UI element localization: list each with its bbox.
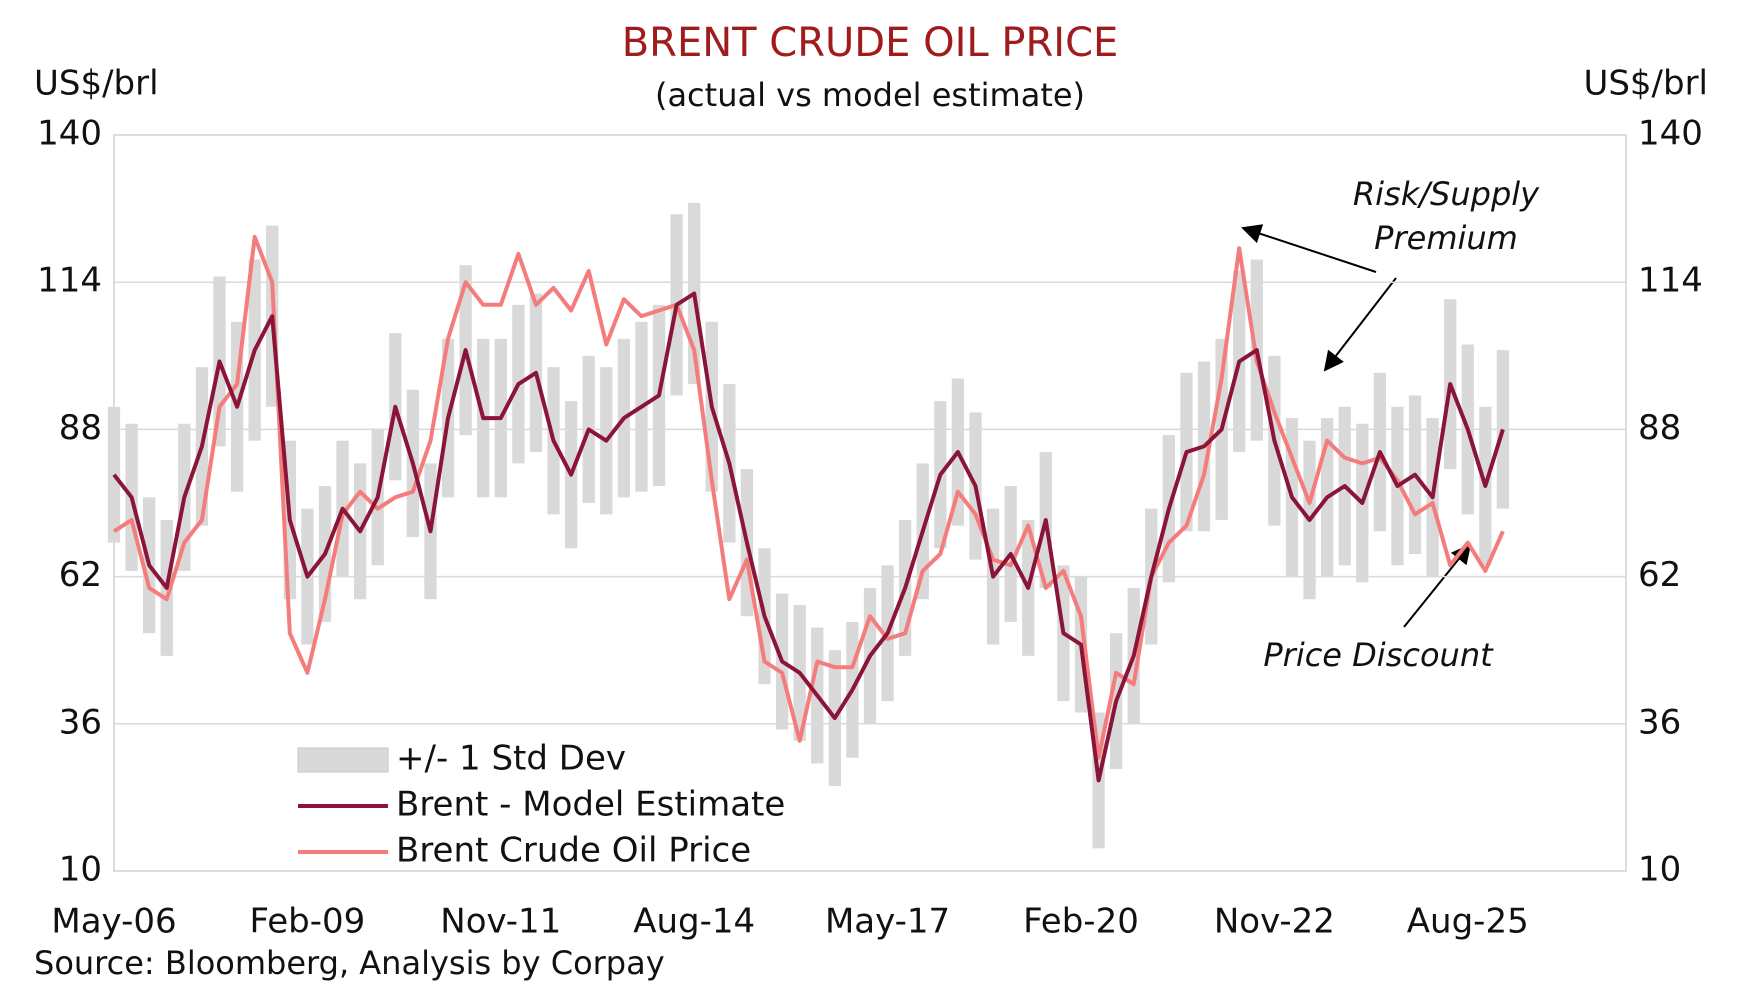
y-tick-label: 88: [59, 408, 102, 448]
std-dev-bar: [107, 406, 121, 543]
legend-label: Brent - Model Estimate: [396, 785, 785, 825]
series-line: [112, 291, 1505, 783]
x-tick-label: May-17: [825, 902, 950, 942]
legend-swatch: [297, 747, 389, 773]
x-tick-label: Nov-22: [1214, 902, 1335, 942]
x-tick-label: Nov-11: [440, 902, 561, 942]
legend-label: +/- 1 Std Dev: [396, 739, 626, 779]
chart-subtitle: (actual vs model estimate): [655, 76, 1085, 114]
y-tick-label: 140: [37, 114, 102, 154]
legend-label: Brent Crude Oil Price: [396, 831, 751, 871]
y-tick-label: 10: [59, 850, 102, 890]
x-tick-label: May-06: [51, 902, 176, 942]
y2-axis-label: US$/brl: [1583, 64, 1708, 104]
y-tick-label: 36: [59, 702, 102, 742]
chart-title: BRENT CRUDE OIL PRICE: [622, 20, 1119, 66]
y2-tick-label: 36: [1638, 702, 1681, 742]
annotation: Premium: [1374, 219, 1518, 257]
x-tick-label: Aug-25: [1407, 902, 1529, 942]
y-axis-label: US$/brl: [34, 64, 159, 104]
annotation: Price Discount: [1263, 636, 1494, 674]
y2-tick-label: 114: [1638, 261, 1703, 301]
y-tick-label: 114: [37, 261, 102, 301]
annotation-arrow: [1323, 277, 1397, 372]
x-tick-label: Feb-20: [1023, 902, 1139, 942]
y2-tick-label: 10: [1638, 850, 1681, 890]
annotation-arrow: [1241, 224, 1377, 273]
source-note: Source: Bloomberg, Analysis by Corpay: [34, 944, 665, 982]
x-tick-label: Feb-09: [250, 902, 366, 942]
x-tick-label: Aug-14: [633, 902, 755, 942]
std-dev-bar: [1496, 350, 1510, 509]
y-tick-label: 62: [59, 555, 102, 595]
annotation-arrow: [1403, 543, 1472, 628]
annotation: Risk/Supply: [1353, 175, 1540, 213]
y2-tick-label: 88: [1638, 408, 1681, 448]
y2-tick-label: 140: [1638, 114, 1703, 154]
y2-tick-label: 62: [1638, 555, 1681, 595]
